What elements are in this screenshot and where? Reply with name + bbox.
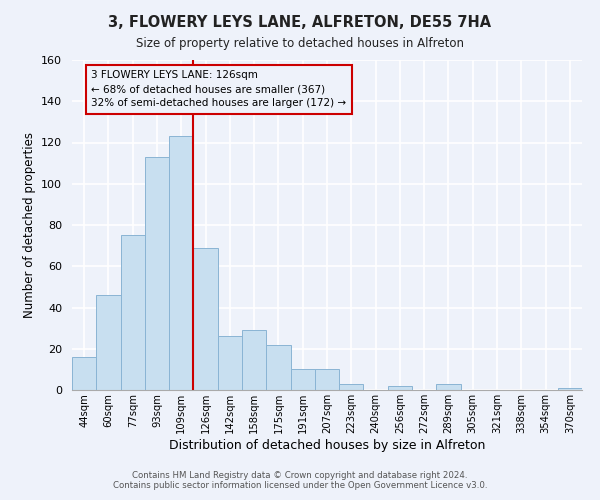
Bar	[315, 370, 339, 390]
Bar	[72, 357, 96, 390]
Y-axis label: Number of detached properties: Number of detached properties	[23, 132, 35, 318]
Bar	[339, 384, 364, 390]
Text: Contains HM Land Registry data © Crown copyright and database right 2024.
Contai: Contains HM Land Registry data © Crown c…	[113, 470, 487, 490]
Bar	[436, 384, 461, 390]
Bar	[266, 344, 290, 390]
Bar	[242, 330, 266, 390]
Bar	[121, 236, 145, 390]
Bar	[290, 370, 315, 390]
Bar	[169, 136, 193, 390]
Bar	[145, 157, 169, 390]
Bar	[558, 388, 582, 390]
Bar	[388, 386, 412, 390]
Bar	[193, 248, 218, 390]
X-axis label: Distribution of detached houses by size in Alfreton: Distribution of detached houses by size …	[169, 438, 485, 452]
Text: 3, FLOWERY LEYS LANE, ALFRETON, DE55 7HA: 3, FLOWERY LEYS LANE, ALFRETON, DE55 7HA	[109, 15, 491, 30]
Text: 3 FLOWERY LEYS LANE: 126sqm
← 68% of detached houses are smaller (367)
32% of se: 3 FLOWERY LEYS LANE: 126sqm ← 68% of det…	[91, 70, 347, 108]
Text: Size of property relative to detached houses in Alfreton: Size of property relative to detached ho…	[136, 38, 464, 51]
Bar	[218, 336, 242, 390]
Bar	[96, 295, 121, 390]
